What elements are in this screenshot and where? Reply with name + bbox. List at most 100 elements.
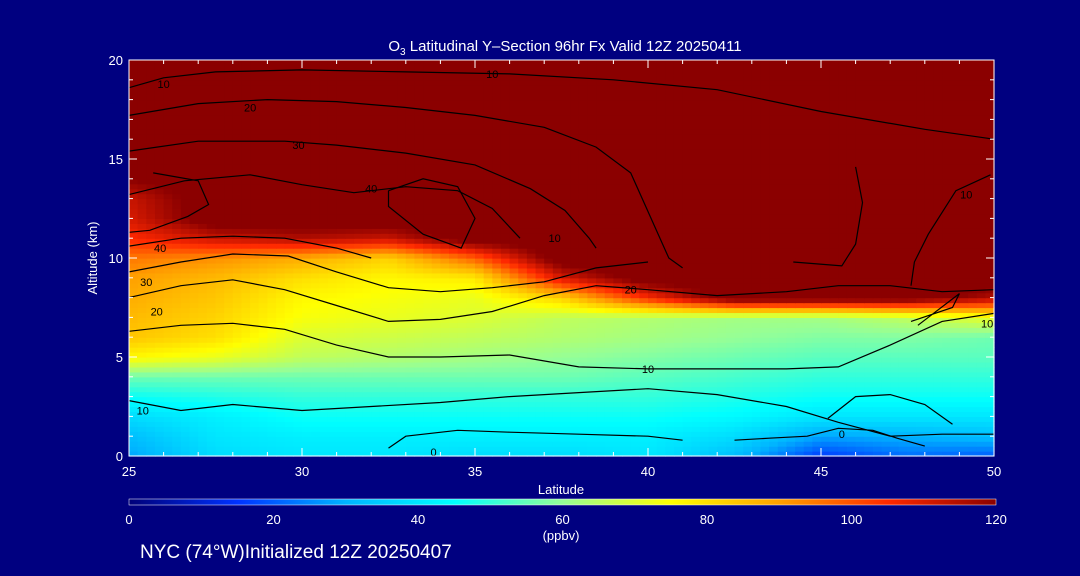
field-cell [596, 371, 606, 378]
field-cell [146, 262, 156, 269]
field-cell [241, 223, 251, 229]
field-cell [206, 381, 217, 388]
field-cell [466, 366, 476, 373]
field-cell [353, 258, 364, 264]
field-cell [500, 436, 511, 442]
field-cell [241, 406, 251, 413]
field-cell [898, 292, 909, 299]
field-cell [405, 386, 416, 393]
field-cell [959, 376, 969, 383]
field-cell [284, 297, 294, 304]
field-cell [976, 416, 986, 422]
field-cell [665, 238, 675, 244]
field-cell [397, 213, 407, 219]
field-cell [345, 258, 355, 264]
field-cell [613, 332, 623, 338]
field-cell [371, 411, 381, 417]
field-cell [985, 223, 995, 229]
field-cell [561, 366, 571, 373]
field-cell [691, 366, 701, 373]
field-cell [673, 277, 684, 284]
field-cell [570, 312, 580, 318]
field-cell [570, 282, 580, 289]
field-cell [518, 337, 528, 343]
field-cell [180, 416, 191, 422]
field-cell [492, 297, 502, 304]
field-cell [777, 366, 787, 373]
field-cell [898, 411, 909, 417]
field-cell [656, 218, 666, 224]
field-cell [526, 352, 537, 358]
field-cell [258, 208, 268, 215]
field-cell [864, 357, 874, 363]
field-cell [751, 287, 762, 294]
field-cell [492, 426, 502, 432]
field-cell [345, 322, 355, 328]
field-cell [345, 426, 355, 432]
field-cell [890, 297, 900, 304]
field-cell [881, 352, 891, 358]
field-cell [345, 297, 355, 304]
field-cell [959, 238, 969, 244]
field-cell [319, 307, 329, 314]
field-cell [362, 272, 372, 279]
field-cell [803, 332, 813, 338]
field-cell [414, 386, 424, 393]
field-cell [241, 396, 251, 403]
field-cell [475, 258, 485, 264]
field-cell [734, 272, 744, 279]
field-cell [371, 307, 381, 314]
field-cell [630, 233, 640, 239]
field-cell [431, 277, 441, 284]
field-cell [812, 248, 822, 254]
field-cell [345, 287, 355, 294]
field-cell [440, 416, 450, 422]
field-cell [976, 213, 986, 219]
field-cell [137, 262, 147, 269]
field-cell [379, 292, 390, 299]
field-cell [622, 352, 632, 358]
field-cell [154, 381, 165, 388]
field-cell [414, 366, 424, 373]
field-cell [500, 391, 511, 398]
field-cell [431, 272, 441, 279]
field-cell [319, 233, 329, 239]
field-cell [232, 381, 243, 388]
field-cell [622, 406, 632, 413]
field-cell [310, 287, 320, 294]
field-cell [604, 267, 614, 274]
field-cell [284, 228, 294, 234]
field-cell [639, 416, 649, 422]
field-cell [717, 233, 727, 239]
field-cell [224, 218, 234, 224]
field-cell [475, 366, 485, 373]
field-cell [846, 208, 857, 215]
field-cell [198, 243, 208, 249]
field-cell [570, 401, 580, 408]
field-cell [838, 248, 848, 254]
field-cell [656, 347, 666, 353]
field-cell [561, 411, 571, 417]
field-cell [950, 357, 960, 363]
field-cell [379, 312, 390, 318]
field-cell [250, 262, 260, 269]
field-cell [518, 347, 528, 353]
field-cell [942, 451, 952, 457]
field-cell [907, 421, 917, 427]
field-cell [639, 307, 649, 314]
field-cell [327, 416, 338, 422]
field-cell [137, 322, 147, 328]
field-cell [760, 441, 770, 447]
field-cell [449, 327, 459, 333]
field-cell [976, 297, 986, 304]
field-cell [449, 208, 459, 215]
field-cell [258, 431, 268, 437]
field-cell [509, 223, 519, 229]
field-cell [725, 218, 736, 224]
field-cell [250, 451, 260, 457]
field-cell [717, 391, 727, 398]
field-cell [777, 218, 787, 224]
field-cell [319, 347, 329, 353]
field-cell [907, 366, 917, 373]
field-cell [423, 342, 433, 348]
